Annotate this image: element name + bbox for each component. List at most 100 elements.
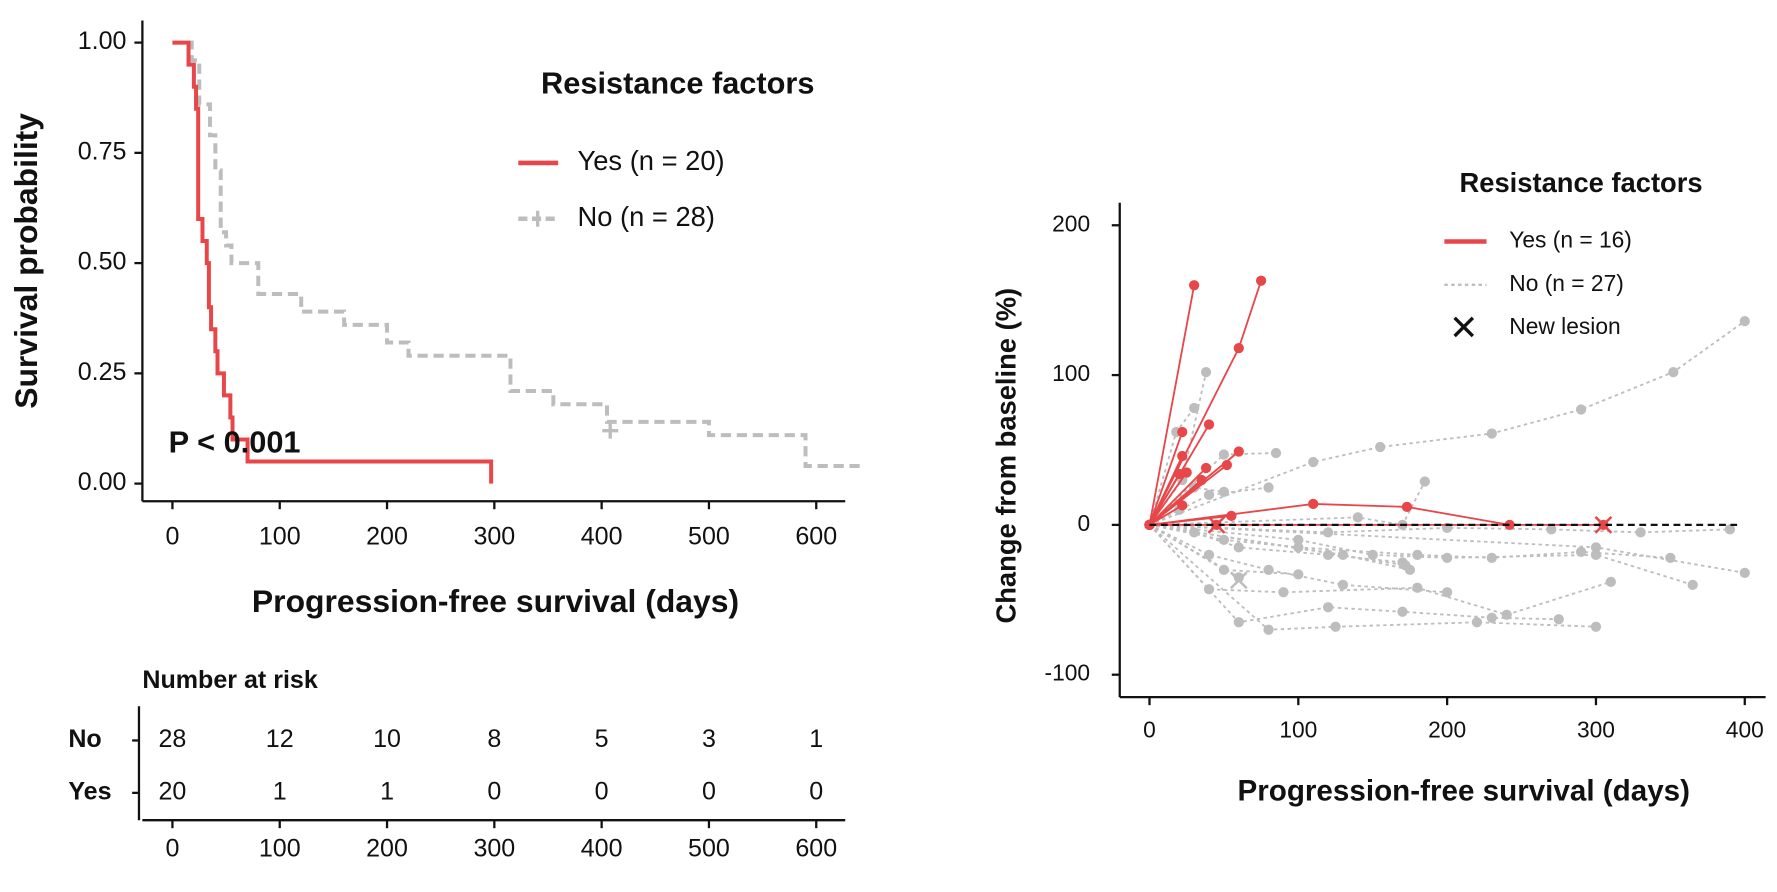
patient-point <box>1322 602 1334 613</box>
patient-point <box>1278 587 1289 598</box>
patient-point <box>1724 524 1736 535</box>
y-tick-label: 0.00 <box>78 468 127 496</box>
patient-point <box>1203 549 1215 560</box>
patient-line <box>1148 471 1188 526</box>
censor-mark <box>602 422 619 439</box>
patient-point <box>1442 552 1453 563</box>
patient-point <box>1308 456 1319 468</box>
patient-point <box>1486 612 1497 623</box>
patient-line <box>1149 514 1232 526</box>
patient-line <box>1149 523 1406 567</box>
patient-point <box>1575 546 1587 557</box>
patient-line <box>1149 504 1183 526</box>
patient-point <box>1330 621 1341 632</box>
patient-point <box>1635 527 1646 538</box>
x-tick-label: 600 <box>795 834 837 862</box>
x-tick-label: 600 <box>795 522 837 550</box>
x-tick-label: 500 <box>688 522 730 550</box>
patient-line <box>1148 467 1207 526</box>
legend-label: Yes (n = 20) <box>578 145 725 176</box>
x-tick-label: 100 <box>1279 716 1317 742</box>
patient-line <box>1148 285 1196 526</box>
patient-point <box>1397 606 1408 617</box>
patient-line <box>1149 523 1730 534</box>
risk-count: 8 <box>487 725 501 753</box>
x-tick-label: 300 <box>1577 716 1615 742</box>
patient-point <box>1471 617 1483 628</box>
patient-point <box>1233 542 1244 553</box>
patient-line <box>1149 486 1269 526</box>
patient-point <box>1226 510 1237 522</box>
x-tick-label: 400 <box>1726 716 1764 742</box>
x-tick-label: 0 <box>165 834 179 862</box>
risk-count: 10 <box>373 725 401 753</box>
patient-point <box>1177 450 1188 462</box>
y-tick-label: 200 <box>1052 210 1090 236</box>
x-tick-label: 400 <box>581 522 623 550</box>
patient-point <box>1501 609 1512 620</box>
y-tick-label: 0.25 <box>78 358 127 386</box>
patient-point <box>1590 542 1602 553</box>
risk-count: 1 <box>809 725 823 753</box>
risk-count: 28 <box>158 725 186 753</box>
patient-point <box>1189 402 1200 414</box>
patient-point <box>1739 567 1750 578</box>
legend-label: Yes (n = 16) <box>1509 227 1632 253</box>
patient-point <box>1177 500 1188 511</box>
patient-point <box>1293 534 1304 545</box>
risk-count: 3 <box>702 725 716 753</box>
x-tick-label: 400 <box>581 834 623 862</box>
patient-point <box>1233 342 1244 354</box>
patient-line <box>1148 524 1559 624</box>
risk-count: 20 <box>158 777 186 805</box>
patient-point <box>1401 501 1413 513</box>
patient-point <box>1263 624 1274 635</box>
patient-point <box>1203 584 1215 595</box>
patient-point <box>1486 552 1497 563</box>
y-tick-label: -100 <box>1045 660 1091 686</box>
patient-point <box>1337 579 1349 590</box>
patient-point <box>1308 498 1319 510</box>
x-tick-label: 0 <box>1143 716 1156 742</box>
legend-title: Resistance factors <box>541 66 814 101</box>
patient-point <box>1337 549 1349 560</box>
new-lesion-mark <box>1594 516 1613 534</box>
risk-count: 0 <box>487 777 501 805</box>
x-tick-label: 500 <box>688 834 730 862</box>
patient-point <box>1233 617 1244 628</box>
patient-line <box>1148 486 1225 526</box>
patient-point <box>1203 489 1215 501</box>
patient-point <box>1233 572 1244 583</box>
annotation: P < 0.001 <box>169 424 301 459</box>
legend-label: No (n = 27) <box>1509 270 1624 296</box>
legend-title: Resistance factors <box>1460 167 1703 198</box>
x-tick-label: 100 <box>259 522 301 550</box>
new-lesion-mark <box>1229 571 1248 590</box>
risk-count: 12 <box>266 725 294 753</box>
patient-point <box>1196 474 1207 486</box>
patient-line <box>1149 503 1510 526</box>
risk-count: 1 <box>273 777 287 805</box>
x-tick-label: 300 <box>473 834 515 862</box>
patient-point <box>1412 582 1423 593</box>
patient-point <box>1203 419 1215 430</box>
patient-point <box>1221 459 1233 471</box>
survival-curve <box>172 40 861 468</box>
x-tick-label: 200 <box>366 522 408 550</box>
patient-line <box>1148 452 1277 526</box>
new-lesion-mark <box>1207 516 1226 534</box>
y-tick-label: 0 <box>1077 510 1090 536</box>
x-tick-label: 0 <box>165 522 179 550</box>
x-tick-label: 300 <box>473 522 515 550</box>
risk-count: 0 <box>702 777 716 805</box>
legend-label: No (n = 28) <box>578 201 715 232</box>
curves <box>172 40 861 484</box>
y-axis-title: Change from baseline (%) <box>990 288 1021 624</box>
patient-point <box>1352 512 1363 523</box>
patient-line <box>1148 455 1184 526</box>
x-axis-title: Progression-free survival (days) <box>1237 775 1690 808</box>
patient-point <box>1412 549 1423 560</box>
y-tick-label: 0.75 <box>78 137 127 165</box>
patient-point <box>1687 579 1698 590</box>
patient-point <box>1590 621 1602 632</box>
